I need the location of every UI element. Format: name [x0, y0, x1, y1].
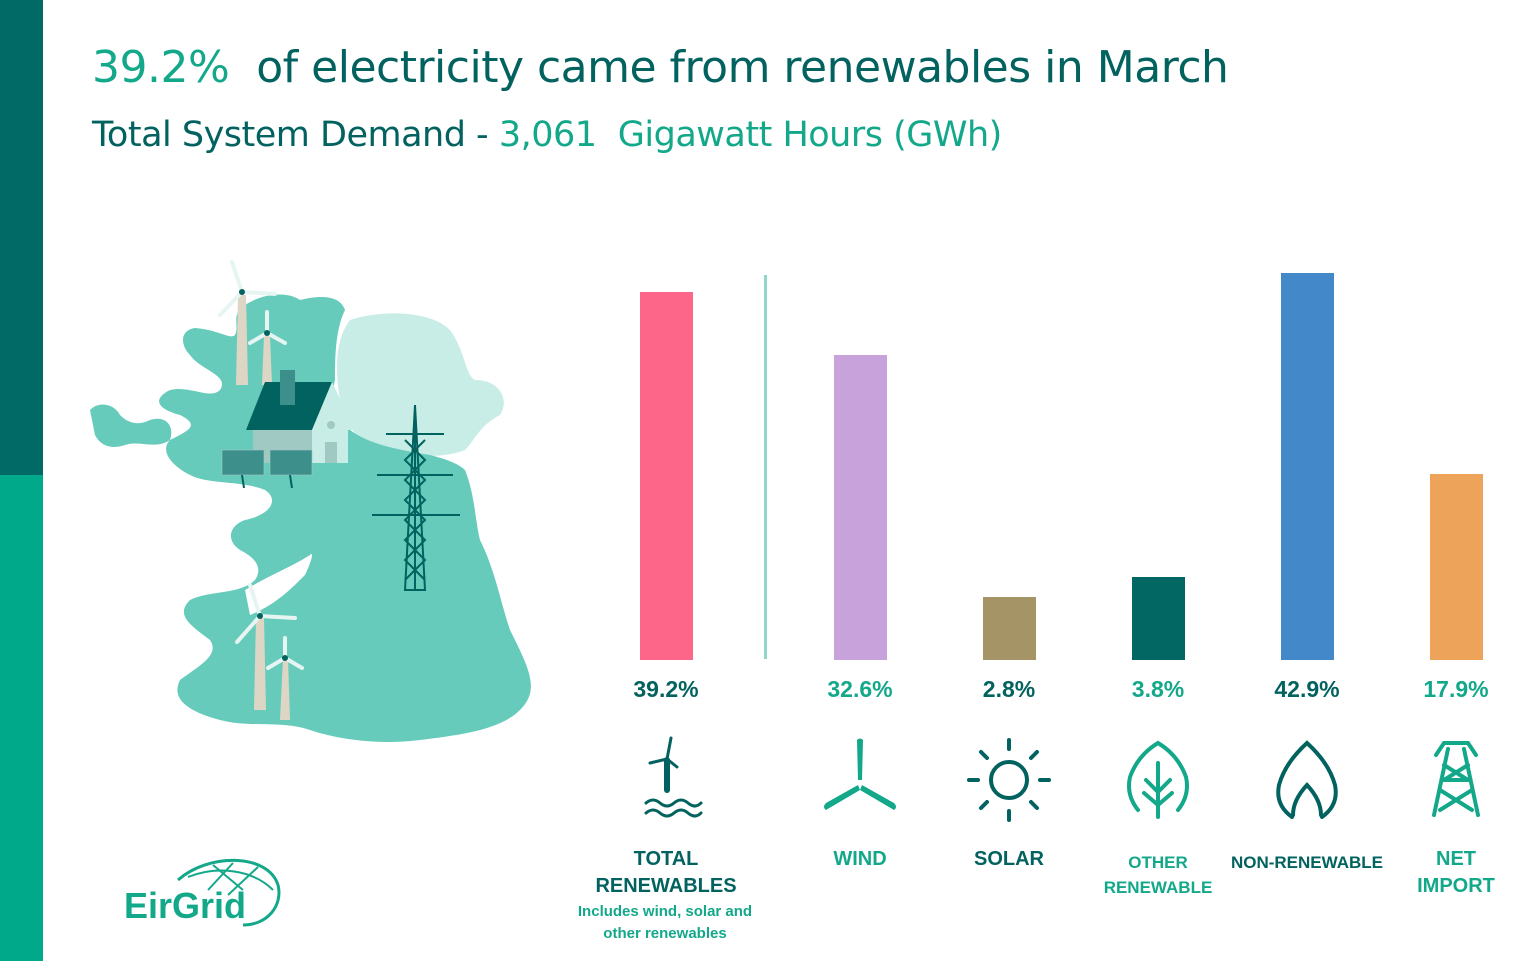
renewables-divider: [764, 275, 767, 659]
label-non-renewable: NON-RENEWABLE: [1230, 853, 1384, 872]
northern-region-shape: [337, 313, 504, 456]
value-net-import: 17.9%: [1423, 676, 1489, 702]
label-line: NET: [1436, 848, 1476, 870]
grid-arc-icon: [176, 858, 281, 927]
label-line: RENEWABLES: [595, 875, 737, 897]
label-line: RENEWABLE: [1103, 878, 1213, 897]
label-solar: SOLAR: [974, 848, 1044, 870]
label-total-renewables: TOTAL RENEWABLES: [571, 846, 761, 900]
ireland-map-illustration: [90, 260, 531, 742]
value-wind: 32.6%: [827, 676, 893, 702]
electricity-pylon: [372, 404, 460, 591]
house-with-solar-roof: [246, 370, 355, 463]
value-non-renewable: 42.9%: [1274, 676, 1340, 702]
eirgrid-logo: EirGrid: [118, 855, 298, 935]
bar-net-import: [1430, 474, 1483, 660]
total-renewables-note: Includes wind, solar and other renewable…: [560, 901, 770, 945]
side-stripe-dark: [0, 0, 43, 475]
bar-solar: [983, 597, 1036, 660]
label-wind: WIND: [833, 848, 887, 870]
bar-non-renewable: [1281, 273, 1334, 660]
subtitle-unit: Gigawatt Hours (GWh): [617, 115, 1003, 155]
label-line: IMPORT: [1417, 875, 1495, 897]
logo-text: EirGrid: [124, 885, 247, 926]
turbine-blades-icon: [824, 738, 896, 810]
title-text: of electricity came from renewables in M…: [256, 42, 1229, 93]
solar-panels: [221, 449, 313, 476]
flame-icon: [1276, 740, 1338, 819]
note-line: Includes wind, solar and: [577, 903, 753, 920]
page-title: 39.2% of electricity came from renewable…: [92, 42, 1229, 93]
value-total-renewables: 39.2%: [633, 676, 699, 702]
subtitle-value: 3,061: [498, 115, 597, 155]
bar-wind: [834, 355, 887, 660]
label-line: TOTAL: [633, 848, 699, 870]
label-line: OTHER: [1128, 853, 1188, 872]
subtitle-prefix: Total System Demand -: [92, 115, 489, 155]
title-highlight: 39.2%: [92, 42, 230, 93]
label-net-import: NET IMPORT: [1361, 846, 1536, 900]
value-other-renewable: 3.8%: [1131, 676, 1185, 702]
wind-turbine-north: [236, 295, 272, 385]
offshore-wind-turbine-icon: [644, 736, 703, 818]
page-subtitle: Total System Demand - 3,061 Gigawatt Hou…: [92, 115, 1002, 155]
note-line: other renewables: [603, 925, 727, 942]
bar-total-renewables: [640, 292, 693, 660]
side-stripe-green: [0, 475, 43, 961]
label-other-renewable: OTHER RENEWABLE: [1063, 850, 1253, 900]
island-shape: [159, 294, 531, 742]
bar-other-renewable: [1132, 577, 1185, 660]
pylon-icon: [1432, 741, 1480, 817]
value-solar: 2.8%: [982, 676, 1036, 702]
leaf-icon: [1127, 740, 1189, 819]
sun-icon: [967, 738, 1051, 822]
